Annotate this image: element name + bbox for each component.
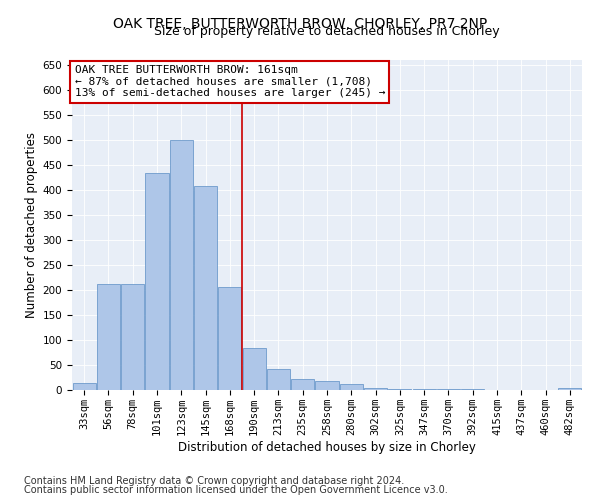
Bar	[267, 369, 290, 390]
Bar	[437, 389, 460, 390]
Bar	[461, 389, 484, 390]
Y-axis label: Number of detached properties: Number of detached properties	[25, 132, 38, 318]
Bar	[291, 379, 314, 390]
Text: Contains public sector information licensed under the Open Government Licence v3: Contains public sector information licen…	[24, 485, 448, 495]
Bar	[242, 348, 266, 390]
Bar	[145, 172, 169, 390]
Bar	[194, 186, 217, 390]
Text: Contains HM Land Registry data © Crown copyright and database right 2024.: Contains HM Land Registry data © Crown c…	[24, 476, 404, 486]
Text: OAK TREE, BUTTERWORTH BROW, CHORLEY, PR7 2NP: OAK TREE, BUTTERWORTH BROW, CHORLEY, PR7…	[113, 18, 487, 32]
Bar	[97, 284, 120, 390]
Bar	[388, 388, 412, 390]
Title: Size of property relative to detached houses in Chorley: Size of property relative to detached ho…	[154, 25, 500, 38]
Bar	[559, 388, 581, 390]
Bar	[121, 284, 144, 390]
X-axis label: Distribution of detached houses by size in Chorley: Distribution of detached houses by size …	[178, 440, 476, 454]
Bar	[413, 388, 436, 390]
Bar	[340, 384, 363, 390]
Bar	[218, 286, 241, 390]
Bar	[170, 140, 193, 390]
Bar	[316, 381, 338, 390]
Bar	[364, 388, 387, 390]
Bar	[73, 382, 95, 390]
Text: OAK TREE BUTTERWORTH BROW: 161sqm
← 87% of detached houses are smaller (1,708)
1: OAK TREE BUTTERWORTH BROW: 161sqm ← 87% …	[74, 65, 385, 98]
